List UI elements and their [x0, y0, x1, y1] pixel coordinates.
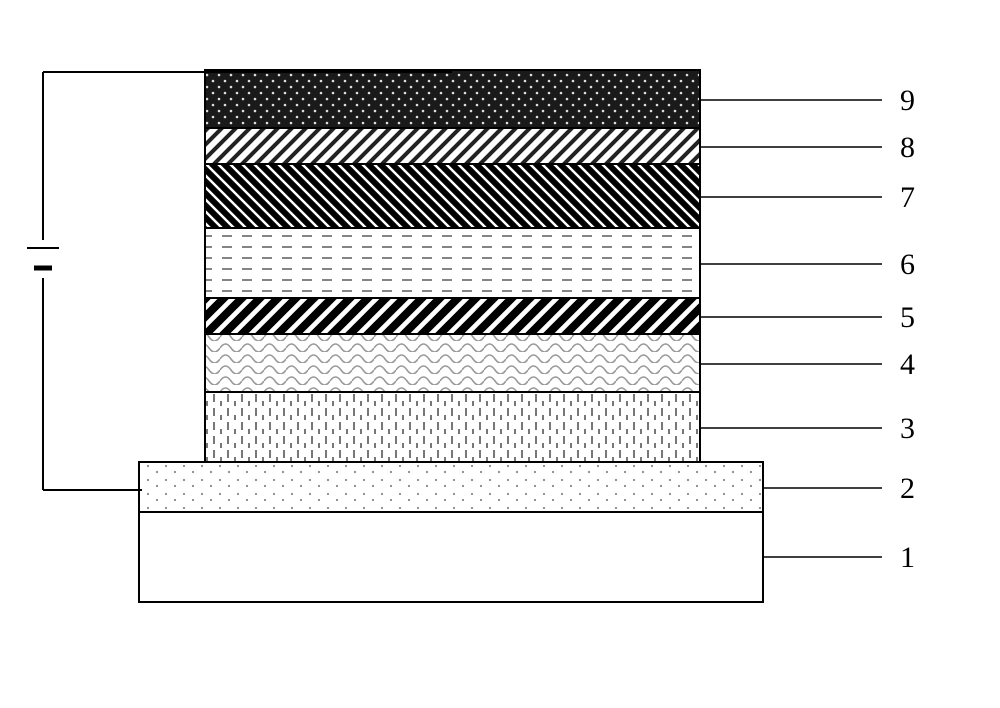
- label-9: 9: [900, 84, 915, 118]
- layer-5: [205, 298, 700, 336]
- layer-6: [205, 228, 700, 300]
- layer-2: [139, 462, 763, 514]
- label-2: 2: [900, 472, 915, 506]
- layer-7: [205, 164, 700, 230]
- label-7: 7: [900, 181, 915, 215]
- label-4: 4: [900, 348, 915, 382]
- label-5: 5: [900, 301, 915, 335]
- svg-root: [0, 0, 1000, 708]
- layer-4: [205, 334, 700, 394]
- label-1: 1: [900, 541, 915, 575]
- layer-1: [139, 512, 763, 602]
- label-3: 3: [900, 412, 915, 446]
- diagram-container: 9 8 7 6 5 4 3 2 1: [0, 0, 1000, 708]
- layer-9: [205, 70, 700, 130]
- label-6: 6: [900, 248, 915, 282]
- layer-8: [205, 128, 700, 166]
- label-8: 8: [900, 131, 915, 165]
- layer-3: [205, 392, 700, 464]
